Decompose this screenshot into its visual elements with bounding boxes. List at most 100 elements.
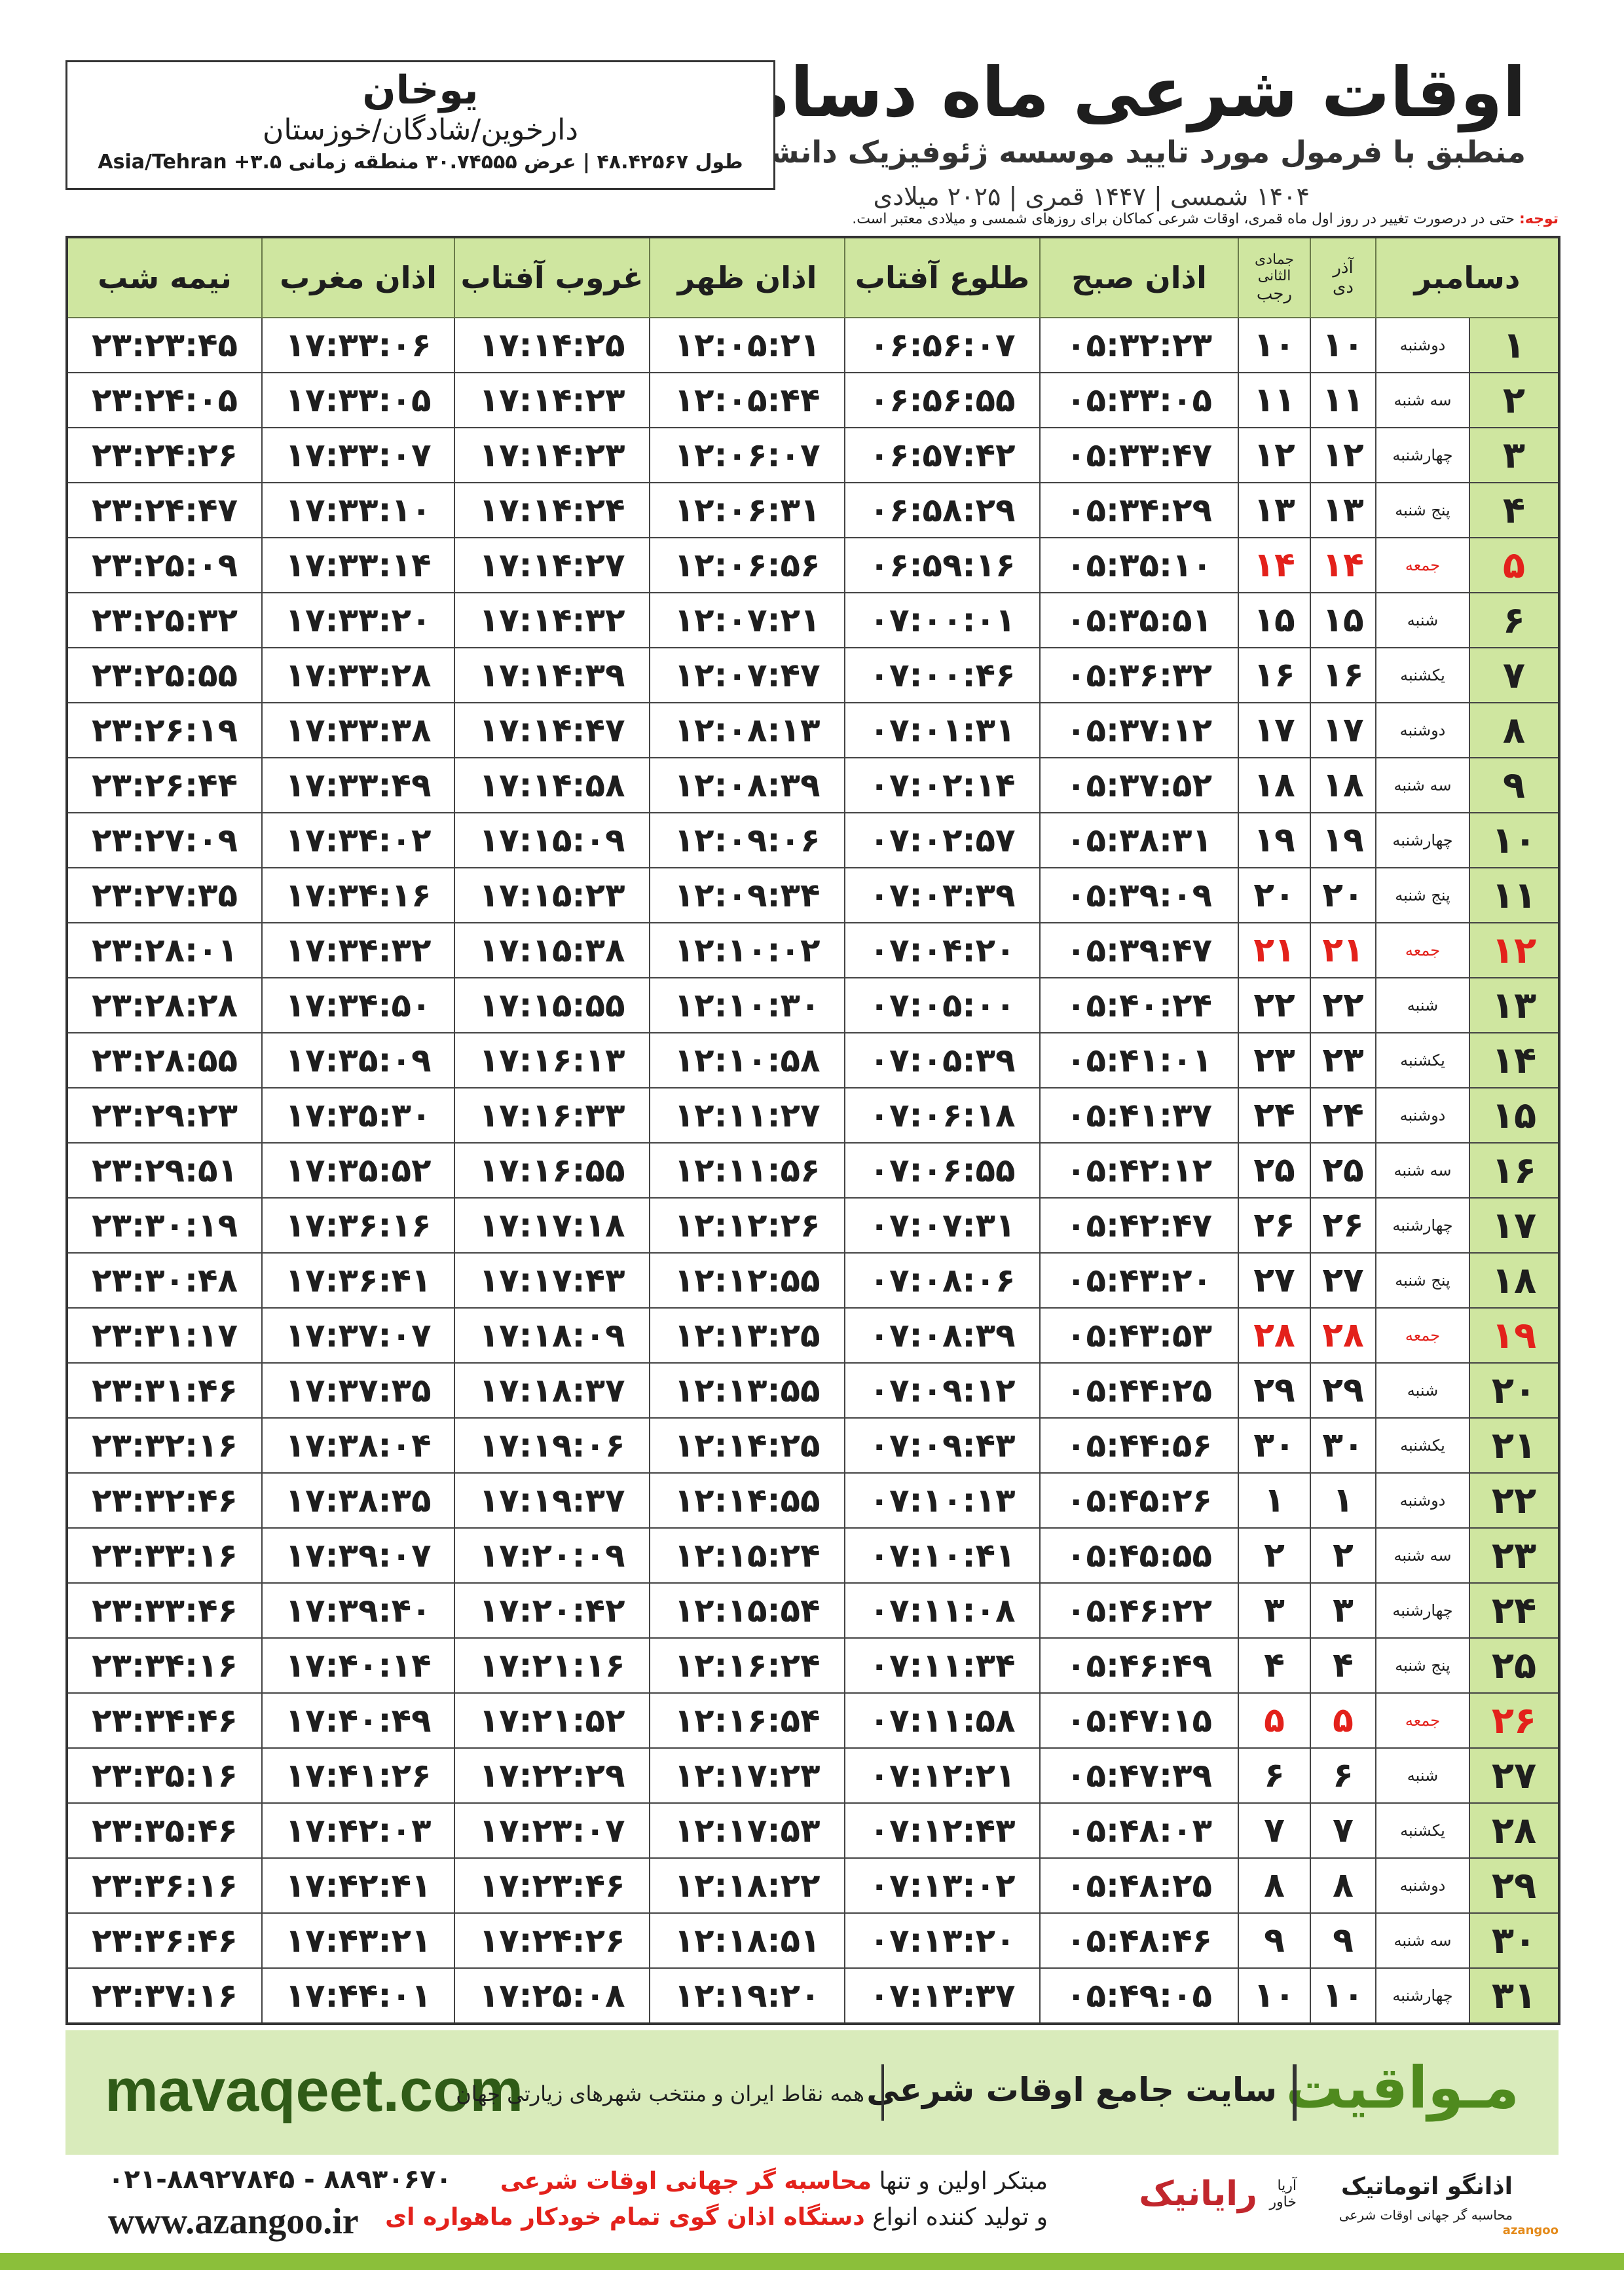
- table-cell: ۰۷:۰۲:۱۴: [844, 757, 1041, 813]
- table-cell: ۱۵: [1310, 592, 1376, 648]
- banner: mavaqeet.com مـواقیت سایت جامع اوقات شرع…: [65, 2030, 1559, 2155]
- table-cell: ۴: [1310, 1637, 1376, 1694]
- table-cell: ۲۳:۳۶:۴۶: [66, 1912, 263, 1969]
- table-cell: ۰۷:۰۹:۴۳: [844, 1417, 1041, 1474]
- table-cell: ۲۳:۳۱:۴۶: [66, 1362, 263, 1419]
- table-cell: ۰۵:۴۳:۲۰: [1039, 1252, 1239, 1309]
- table-cell: ۸: [1469, 702, 1560, 758]
- column-header: دسامبر: [1375, 236, 1560, 318]
- table-cell: ۱۳: [1310, 482, 1376, 538]
- table-cell: شنبه: [1375, 1747, 1470, 1804]
- table-cell: ۱۷:۳۷:۰۷: [261, 1307, 455, 1364]
- table-cell: ۱۷:۱۸:۰۹: [454, 1307, 650, 1364]
- table-cell: ۱۹: [1238, 812, 1311, 868]
- table-cell: ۲۷: [1238, 1252, 1311, 1309]
- table-cell: ۱۲:۰۹:۳۴: [649, 867, 845, 923]
- table-cell: ۱۷: [1238, 702, 1311, 758]
- table-cell: ۱۲:۱۰:۳۰: [649, 977, 845, 1033]
- table-row: ۱۴ یکشنبه ۲۳ ۲۳ ۰۵:۴۱:۰۱ ۰۷:۰۵:۳۹ ۱۲:۱۰:۵۸ ۱۷:۱…: [66, 1032, 1560, 1088]
- table-cell: ۱: [1238, 1472, 1311, 1529]
- table-cell: ۰۷:۰۷:۳۱: [844, 1197, 1041, 1254]
- table-cell: ۱۲:۰۶:۳۱: [649, 482, 845, 538]
- table-cell: ۰۵:۴۵:۵۵: [1039, 1527, 1239, 1584]
- table-cell: ۱۲:۱۵:۲۴: [649, 1527, 845, 1584]
- table-cell: ۱۷:۱۹:۰۶: [454, 1417, 650, 1474]
- table-cell: ۰۷:۰۰:۴۶: [844, 647, 1041, 703]
- table-cell: ۱۲:۱۳:۲۵: [649, 1307, 845, 1364]
- table-cell: ۰۷:۱۳:۰۲: [844, 1857, 1041, 1914]
- table-cell: ۱۸: [1238, 757, 1311, 813]
- region: دارخوین/شادگان/خوزستان: [263, 113, 578, 147]
- table-row: ۲۰ شنبه ۲۹ ۲۹ ۰۵:۴۴:۲۵ ۰۷:۰۹:۱۲ ۱۲:۱۳:۵۵ ۱۷:۱۸:…: [66, 1362, 1560, 1419]
- table-cell: ۲: [1238, 1527, 1311, 1584]
- table-cell: پنج شنبه: [1375, 1637, 1470, 1694]
- table-cell: یکشنبه: [1375, 647, 1470, 703]
- table-cell: ۱۶: [1469, 1142, 1560, 1199]
- table-cell: ۲۷: [1310, 1252, 1376, 1309]
- table-cell: ۰۵:۳۳:۴۷: [1039, 427, 1239, 483]
- logo-text: رایانیک: [1139, 2174, 1257, 2214]
- table-cell: ۰۶:۵۷:۴۲: [844, 427, 1041, 483]
- table-cell: پنج شنبه: [1375, 1252, 1470, 1309]
- table-row: ۱۰ چهارشنبه ۱۹ ۱۹ ۰۵:۳۸:۳۱ ۰۷:۰۲:۵۷ ۱۲:۰۹:۰۶ ۱۷…: [66, 812, 1560, 868]
- table-cell: ۱۷:۳۳:۴۹: [261, 757, 455, 813]
- banner-brand: مـواقیت: [1285, 2054, 1519, 2121]
- table-cell: ۱۷:۲۰:۰۹: [454, 1527, 650, 1584]
- tagline: مبتکر اولین و تنها محاسبه گر جهانی اوقات…: [500, 2168, 1048, 2195]
- table-cell: ۰۵:۴۷:۳۹: [1039, 1747, 1239, 1804]
- table-cell: ۰۷:۰۸:۰۶: [844, 1252, 1041, 1309]
- logo-latin: azangoo: [1502, 2223, 1559, 2237]
- column-header: نیمه شب: [66, 236, 263, 318]
- table-cell: ۱۷:۳۹:۴۰: [261, 1582, 455, 1639]
- table-cell: ۱۷:۴۱:۲۶: [261, 1747, 455, 1804]
- table-cell: ۱: [1310, 1472, 1376, 1529]
- table-cell: ۰۵:۴۶:۲۲: [1039, 1582, 1239, 1639]
- separator: [1293, 2064, 1297, 2121]
- table-cell: ۱۴: [1469, 1032, 1560, 1088]
- table-cell: ۰۵:۴۳:۵۳: [1039, 1307, 1239, 1364]
- table-cell: ۱۷:۴۲:۴۱: [261, 1857, 455, 1914]
- table-cell: ۲۳:۲۵:۰۹: [66, 537, 263, 593]
- table-cell: ۵: [1469, 537, 1560, 593]
- table-cell: ۷: [1310, 1802, 1376, 1859]
- table-cell: ۲۶: [1310, 1197, 1376, 1254]
- table-cell: شنبه: [1375, 977, 1470, 1033]
- banner-url[interactable]: mavaqeet.com: [105, 2057, 524, 2124]
- table-cell: ۰۵:۳۵:۵۱: [1039, 592, 1239, 648]
- table-cell: جمعه: [1375, 1692, 1470, 1749]
- table-cell: دوشنبه: [1375, 1087, 1470, 1144]
- table-cell: ۰۷:۰۶:۱۸: [844, 1087, 1041, 1144]
- table-cell: ۱۲:۱۲:۲۶: [649, 1197, 845, 1254]
- table-cell: جمعه: [1375, 1307, 1470, 1364]
- table-cell: ۰۵:۳۷:۵۲: [1039, 757, 1239, 813]
- table-cell: ۰۵:۳۹:۰۹: [1039, 867, 1239, 923]
- table-cell: ۱۷:۱۵:۳۸: [454, 922, 650, 978]
- table-body: ۱ دوشنبه ۱۰ ۱۰ ۰۵:۳۲:۲۳ ۰۶:۵۶:۰۷ ۱۲:۰۵:۲۱ ۱۷:۱۴…: [66, 317, 1560, 2024]
- table-cell: ۱۷:۱۶:۵۵: [454, 1142, 650, 1199]
- table-cell: ۱۷:۱۷:۱۸: [454, 1197, 650, 1254]
- table-cell: ۱۲:۰۷:۲۱: [649, 592, 845, 648]
- table-cell: ۱۷:۱۸:۳۷: [454, 1362, 650, 1419]
- table-cell: ۳: [1310, 1582, 1376, 1639]
- table-cell: ۷: [1469, 647, 1560, 703]
- table-cell: ۱۱: [1310, 372, 1376, 428]
- column-header-top: جمادی الثانی: [1254, 251, 1295, 284]
- table-cell: ۱۷:۳۹:۰۷: [261, 1527, 455, 1584]
- table-cell: ۰۵:۳۵:۱۰: [1039, 537, 1239, 593]
- website[interactable]: www.azangoo.ir: [108, 2201, 359, 2242]
- table-cell: ۴: [1469, 482, 1560, 538]
- table-cell: ۲۳:۲۴:۲۶: [66, 427, 263, 483]
- table-cell: ۱۲:۱۶:۵۴: [649, 1692, 845, 1749]
- table-cell: ۱۲:۱۴:۵۵: [649, 1472, 845, 1529]
- table-row: ۲۹ دوشنبه ۸ ۸ ۰۵:۴۸:۲۵ ۰۷:۱۳:۰۲ ۱۲:۱۸:۲۲ ۱۷:۲۳:…: [66, 1857, 1560, 1914]
- table-cell: ۱۷:۳۵:۳۰: [261, 1087, 455, 1144]
- table-cell: ۰۷:۰۴:۲۰: [844, 922, 1041, 978]
- table-cell: ۰۷:۱۱:۰۸: [844, 1582, 1041, 1639]
- table-cell: ۱۷:۲۰:۴۲: [454, 1582, 650, 1639]
- table-cell: ۲۳:۲۸:۲۸: [66, 977, 263, 1033]
- table-cell: ۱۷:۲۲:۲۹: [454, 1747, 650, 1804]
- table-cell: ۲: [1469, 372, 1560, 428]
- table-cell: ۱۷: [1310, 702, 1376, 758]
- table-cell: ۰۵:۴۵:۲۶: [1039, 1472, 1239, 1529]
- table-cell: ۱۷:۳۵:۰۹: [261, 1032, 455, 1088]
